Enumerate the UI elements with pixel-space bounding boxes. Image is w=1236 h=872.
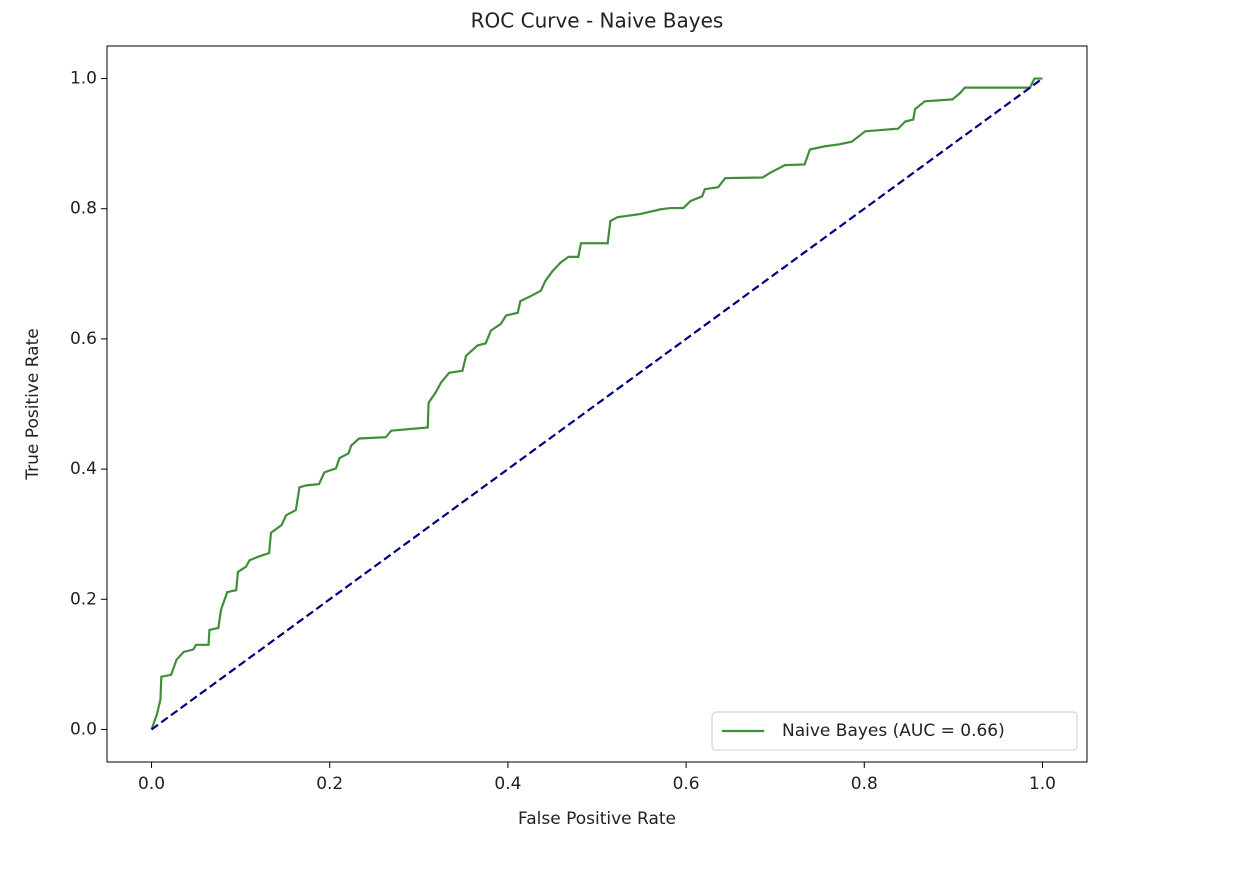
y-axis-label: True Positive Rate	[23, 328, 43, 480]
y-tick-label: 0.0	[70, 719, 97, 739]
legend-box	[711, 711, 1078, 751]
y-tick-label: 0.6	[70, 329, 97, 349]
series-line	[150, 77, 1043, 730]
x-tick-label: 0.8	[851, 774, 878, 794]
plot-frame	[106, 45, 1088, 763]
y-tick-label: 0.2	[70, 589, 97, 609]
x-tick-label: 0.6	[673, 774, 700, 794]
y-tick-label: 1.0	[70, 69, 97, 89]
legend-label: Naive Bayes (AUC = 0.66)	[782, 721, 1005, 741]
x-tick-label: 1.0	[1029, 774, 1056, 794]
series-line	[150, 77, 1044, 731]
x-tick-label: 0.2	[316, 774, 343, 794]
chart-title: ROC Curve - Naive Bayes	[471, 9, 724, 33]
y-tick-label: 0.4	[70, 459, 97, 479]
x-axis-label: False Positive Rate	[518, 809, 676, 829]
x-tick-label: 0.0	[138, 774, 165, 794]
x-tick-label: 0.4	[494, 774, 521, 794]
y-tick-label: 0.8	[70, 199, 97, 219]
